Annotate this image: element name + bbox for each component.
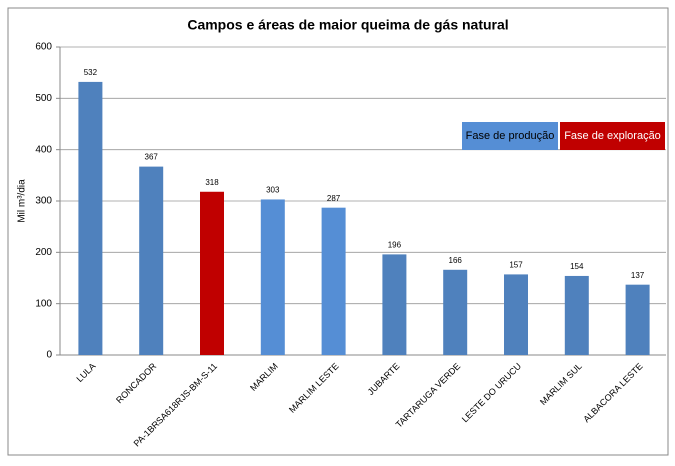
bar bbox=[382, 254, 407, 355]
value-label: 166 bbox=[449, 256, 463, 265]
legend-swatch bbox=[462, 122, 558, 150]
y-tick-label: 400 bbox=[35, 144, 52, 155]
y-axis-label: Mil m³/dia bbox=[17, 179, 28, 223]
y-tick-label: 200 bbox=[35, 247, 52, 258]
y-tick-label: 0 bbox=[46, 350, 52, 361]
bar bbox=[260, 199, 285, 355]
bar bbox=[321, 207, 346, 355]
value-label: 157 bbox=[509, 261, 523, 270]
value-label: 532 bbox=[84, 68, 98, 77]
value-label: 287 bbox=[327, 194, 341, 203]
legend-swatch bbox=[560, 122, 665, 150]
bar bbox=[200, 191, 224, 355]
legend-label: Fase de exploração bbox=[564, 130, 661, 142]
value-label: 196 bbox=[388, 240, 402, 249]
value-label: 154 bbox=[570, 262, 584, 271]
legend-label: Fase de produção bbox=[466, 130, 555, 142]
y-tick-label: 300 bbox=[35, 196, 52, 207]
bar bbox=[78, 81, 103, 355]
y-tick-label: 100 bbox=[35, 298, 52, 309]
y-tick-label: 600 bbox=[35, 42, 52, 53]
value-label: 303 bbox=[266, 186, 280, 195]
bar bbox=[625, 284, 650, 355]
value-label: 367 bbox=[145, 153, 159, 162]
bar bbox=[504, 274, 528, 355]
value-label: 137 bbox=[631, 271, 645, 280]
bar bbox=[443, 269, 468, 355]
bar bbox=[564, 275, 589, 355]
bar bbox=[139, 166, 164, 355]
value-label: 318 bbox=[205, 178, 219, 187]
y-tick-label: 500 bbox=[35, 93, 52, 104]
chart-title: Campos e áreas de maior queima de gás na… bbox=[187, 17, 508, 33]
